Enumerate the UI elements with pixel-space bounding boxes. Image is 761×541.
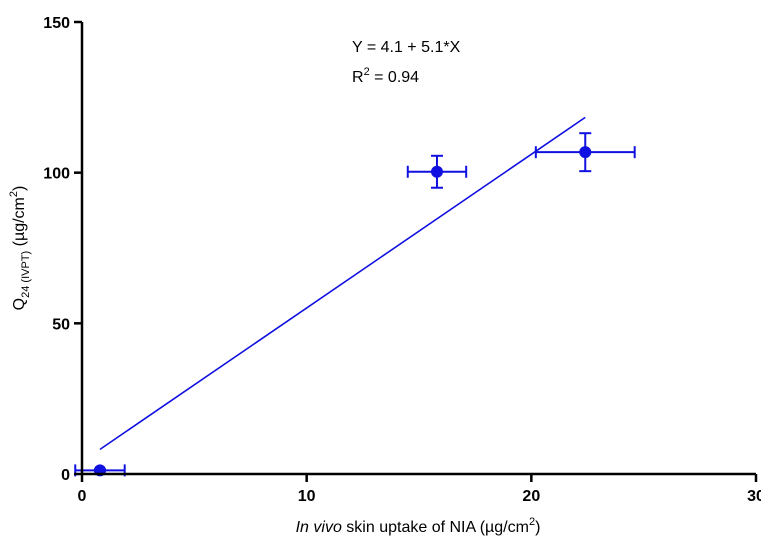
data-point	[430, 165, 443, 178]
data-point-group	[74, 464, 126, 477]
r-squared-value: = 0.94	[370, 69, 419, 86]
y-axis-label-close: )	[11, 186, 28, 191]
axes-layer	[80, 22, 756, 476]
fit-line-layer	[99, 116, 586, 451]
x-axis-label-superscript: 2	[529, 516, 535, 528]
data-points-layer	[74, 132, 636, 477]
x-axis-label-close: )	[535, 519, 540, 536]
y-tick-label: 0	[61, 467, 70, 484]
x-tick-label: 30	[747, 488, 761, 505]
x-axis-label-text: skin uptake of NIA (µg/cm	[342, 519, 529, 536]
y-tick-label: 50	[52, 316, 70, 333]
r-squared-prefix: R	[352, 69, 364, 86]
data-point	[579, 146, 592, 159]
y-tick-label: 150	[43, 15, 70, 32]
regression-line	[99, 116, 586, 451]
x-axis-label-italic: In vivo	[296, 519, 342, 536]
ticks-layer: 0 10 20 30 0 50 100 150	[43, 15, 761, 505]
x-axis-label: In vivo skin uptake of NIA (µg/cm2)	[296, 516, 541, 536]
y-axis-label-subscript: 24 (IVPT)	[20, 251, 32, 298]
y-tick-label: 100	[43, 166, 70, 183]
y-axis-label-text: (µg/cm	[11, 197, 28, 251]
y-axis-label-main: Q	[11, 298, 28, 310]
regression-equation: Y = 4.1 + 5.1*X	[352, 39, 461, 56]
x-tick-label: 10	[298, 488, 316, 505]
data-point-group	[406, 154, 468, 189]
r-squared-superscript: 2	[364, 66, 370, 78]
r-squared-annotation: R2 = 0.94	[352, 66, 419, 86]
data-point-group	[534, 132, 636, 173]
x-tick-label: 0	[78, 488, 87, 505]
y-axis-label: Q24 (IVPT) (µg/cm2)	[8, 186, 32, 311]
x-tick-label: 20	[522, 488, 540, 505]
y-axis-label-superscript: 2	[8, 191, 20, 197]
